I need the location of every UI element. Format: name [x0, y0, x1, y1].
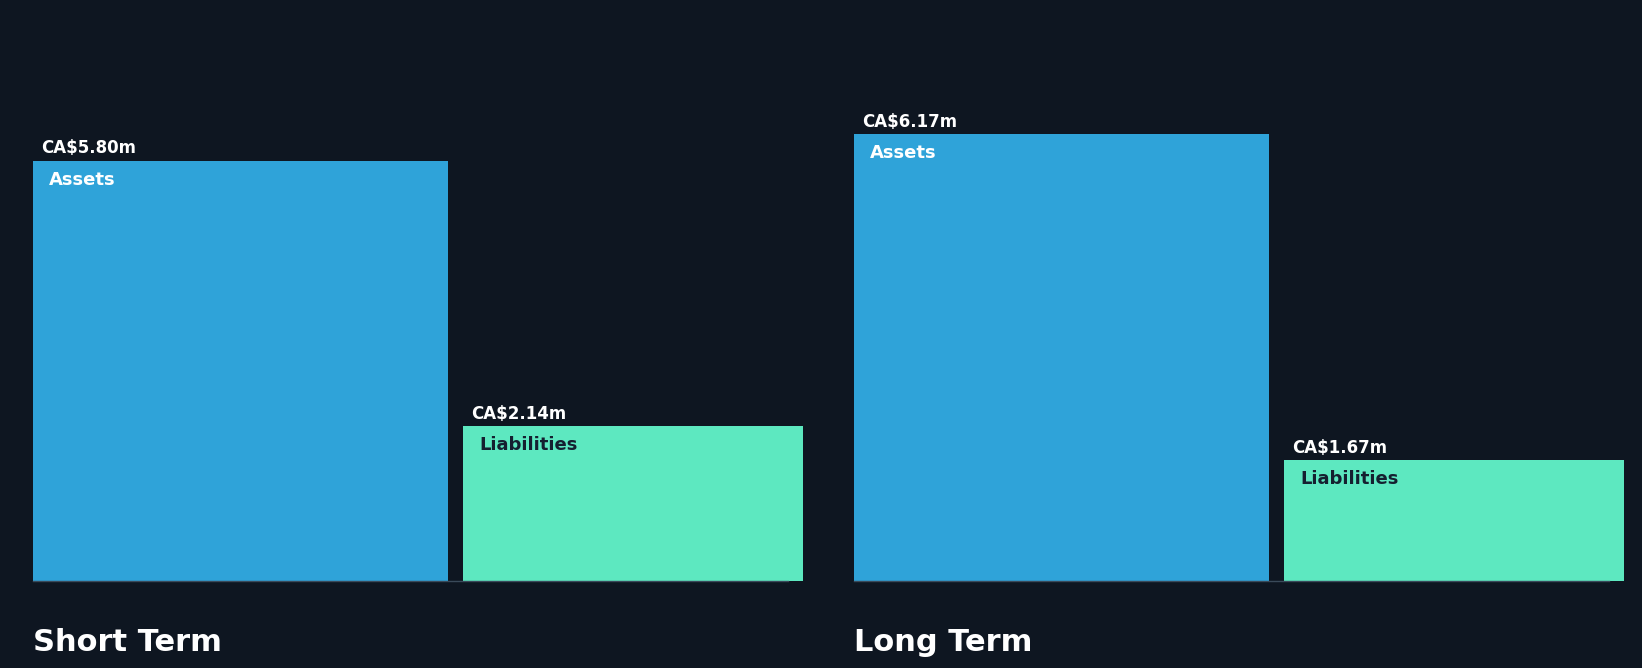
Text: CA$2.14m: CA$2.14m: [471, 405, 566, 423]
Bar: [463, 426, 803, 581]
Text: Long Term: Long Term: [854, 628, 1033, 657]
Bar: [854, 134, 1269, 581]
Text: Short Term: Short Term: [33, 628, 222, 657]
Bar: [33, 161, 448, 581]
Text: CA$1.67m: CA$1.67m: [1292, 439, 1387, 457]
Text: Liabilities: Liabilities: [479, 436, 578, 454]
Text: CA$6.17m: CA$6.17m: [862, 113, 957, 131]
Text: Assets: Assets: [49, 171, 117, 189]
Text: Liabilities: Liabilities: [1300, 470, 1399, 488]
Bar: [1284, 460, 1624, 581]
Text: CA$5.80m: CA$5.80m: [41, 140, 136, 158]
Text: Assets: Assets: [870, 144, 938, 162]
